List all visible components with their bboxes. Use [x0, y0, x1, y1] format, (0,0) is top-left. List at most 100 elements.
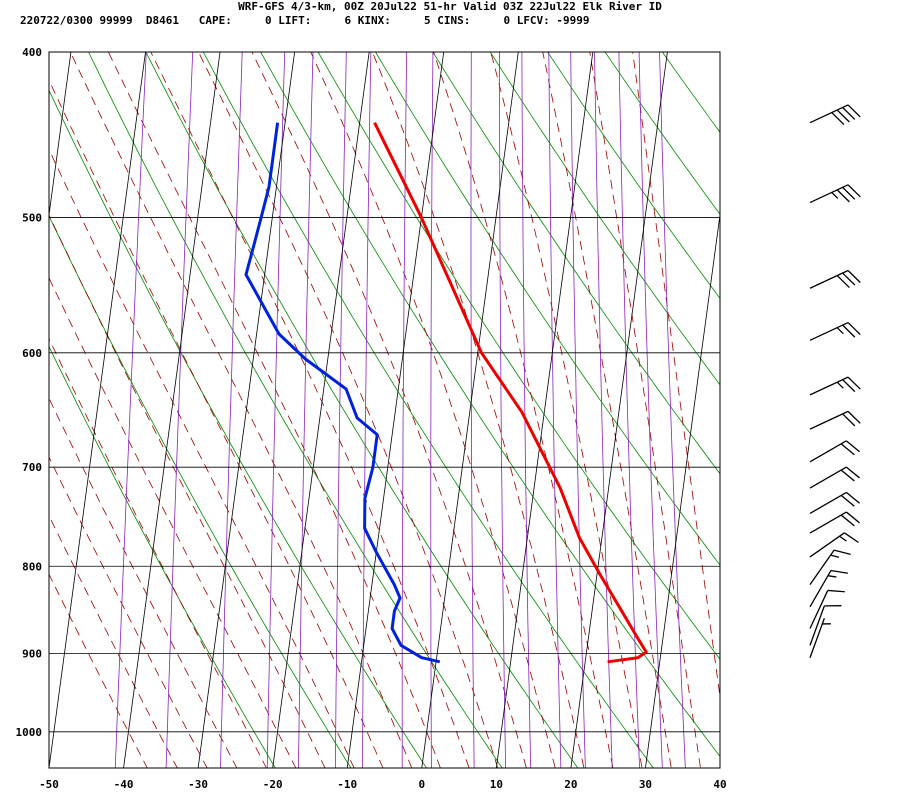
- isotherm: [719, 765, 720, 768]
- moist-adiabat: [542, 52, 672, 768]
- wind-barb: [809, 376, 861, 396]
- y-tick-label: 500: [22, 212, 42, 225]
- dry-adiabat: [432, 52, 720, 475]
- wind-barb: [809, 618, 831, 658]
- dry-adiabat: [763, 33, 900, 775]
- y-tick-label: 600: [22, 347, 42, 360]
- y-tick-label: 900: [22, 648, 42, 661]
- x-tick-label: 10: [490, 778, 503, 791]
- wind-barb: [809, 410, 861, 430]
- mixing-ratio-line: [470, 52, 475, 768]
- x-tick-label: 0: [418, 778, 425, 791]
- dry-adiabat: [489, 52, 720, 386]
- dewpoint-profile: [244, 122, 441, 664]
- moist-adiabat: [632, 52, 720, 700]
- dry-adiabat: [661, 52, 720, 133]
- moist-adiabat: [69, 52, 413, 768]
- moist-adiabat: [433, 52, 614, 768]
- wind-barb: [809, 269, 861, 289]
- mixing-ratio-line: [570, 52, 586, 768]
- wind-barb: [809, 491, 860, 514]
- mixing-ratio-line: [298, 52, 314, 768]
- mixing-ratio-line: [220, 52, 243, 768]
- moist-adiabat: [49, 573, 148, 768]
- moist-adiabat: [49, 79, 384, 768]
- x-tick-label: 20: [564, 778, 577, 791]
- y-tick-label: 800: [22, 560, 42, 573]
- x-tick-label: -50: [39, 778, 59, 791]
- mixing-ratio-line: [430, 52, 434, 768]
- dry-adiabat: [820, 33, 900, 775]
- x-tick-label: 40: [713, 778, 726, 791]
- moist-adiabat: [49, 148, 355, 768]
- wind-barb: [809, 569, 848, 608]
- wind-barb: [809, 440, 860, 463]
- dry-adiabat: [375, 52, 720, 566]
- mixing-ratio-line: [521, 52, 532, 768]
- dry-adiabat: [604, 52, 720, 216]
- dry-adiabat: [49, 345, 276, 768]
- x-tick-label: -20: [263, 778, 283, 791]
- isotherm: [49, 52, 72, 218]
- moist-adiabat: [371, 52, 585, 768]
- wind-barb: [809, 549, 851, 585]
- dry-adiabat: [145, 52, 579, 768]
- isotherm: [795, 52, 892, 768]
- mixing-ratio-line: [548, 52, 562, 768]
- wind-barb: [809, 511, 860, 534]
- mixing-ratio-line: [334, 52, 347, 768]
- moist-adiabat: [49, 397, 238, 768]
- mixing-ratio-line: [638, 52, 663, 768]
- isotherm: [570, 52, 668, 768]
- plot-frame: [48, 51, 721, 769]
- dry-adiabat: [49, 215, 352, 768]
- wind-barb: [809, 184, 861, 204]
- isotherm: [272, 52, 370, 768]
- x-tick-label: -40: [114, 778, 134, 791]
- mixing-ratio-line: [594, 52, 613, 768]
- y-tick-label: 700: [22, 461, 42, 474]
- isotherm: [495, 52, 594, 768]
- isotherm: [346, 52, 445, 768]
- dry-adiabat: [317, 52, 720, 660]
- mixing-ratio-line: [401, 52, 407, 768]
- moist-adiabat: [49, 456, 208, 768]
- mixing-ratio-line: [499, 52, 507, 768]
- header-title: WRF-GFS 4/3-km, 00Z 20Jul22 51-hr Valid …: [238, 0, 662, 13]
- moist-adiabat: [490, 52, 643, 768]
- wind-barb: [809, 466, 860, 489]
- y-tick-label: 400: [22, 46, 42, 59]
- dry-adiabat: [88, 52, 503, 768]
- isotherm: [421, 52, 519, 768]
- moist-adiabat: [49, 214, 326, 768]
- mixing-ratio-line: [618, 52, 640, 768]
- dry-adiabat: [202, 52, 654, 768]
- dry-adiabat: [547, 52, 720, 300]
- moist-adiabat: [49, 514, 178, 768]
- moist-adiabat: [198, 52, 499, 768]
- x-tick-label: -30: [188, 778, 208, 791]
- wind-barb: [809, 532, 859, 558]
- profiles: [244, 122, 648, 664]
- mixing-ratio-line: [362, 52, 372, 768]
- dry-adiabat: [49, 89, 427, 768]
- x-tick-label: 30: [639, 778, 652, 791]
- mixing-ratio-line: [114, 52, 147, 768]
- isotherm: [49, 52, 146, 768]
- isotherm: [123, 52, 221, 768]
- wind-barbs: [809, 104, 861, 658]
- isotherm: [645, 211, 720, 768]
- dry-adiabat: [260, 52, 720, 757]
- x-tick-label: -10: [337, 778, 357, 791]
- dry-adiabat: [877, 33, 900, 775]
- isotherm: [197, 52, 296, 768]
- mixing-ratio-line: [266, 52, 286, 768]
- dry-adiabat: [719, 52, 720, 53]
- moist-adiabat: [310, 52, 556, 768]
- temperature-profile: [373, 122, 648, 664]
- moist-adiabat: [589, 52, 701, 768]
- wind-barb: [809, 589, 845, 629]
- background-lines: [49, 33, 900, 775]
- header-indices: 220722/0300 99999 D8461 CAPE: 0 LIFT: 6 …: [20, 14, 590, 27]
